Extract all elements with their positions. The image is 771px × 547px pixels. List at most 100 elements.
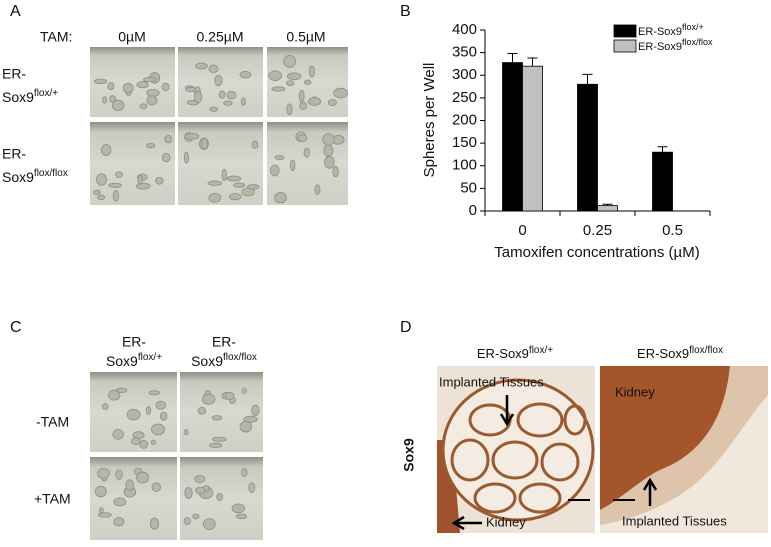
y-tick-label: 150 (452, 134, 477, 151)
cell-sphere (185, 86, 197, 93)
cell-sphere (146, 143, 156, 149)
column-label-base: ER-Sox9 (477, 346, 529, 361)
cell-sphere (101, 96, 108, 104)
cell-sphere (251, 404, 260, 416)
micrographs (90, 47, 348, 540)
row-label: Sox9flox/flox (2, 168, 68, 185)
y-tick-label: 300 (452, 66, 477, 83)
cell-sphere (136, 81, 149, 89)
cell-sphere (194, 475, 206, 483)
cell-sphere (286, 80, 295, 86)
cell-sphere (195, 486, 206, 495)
bar (522, 65, 543, 212)
panel-label: A (10, 3, 21, 20)
cell-sphere (145, 406, 152, 415)
error-bar (602, 203, 613, 206)
row-label: ER- (2, 146, 26, 162)
cell-sphere (333, 87, 348, 99)
x-tick-label: 0.25 (583, 222, 612, 239)
cell-sphere (224, 392, 235, 401)
panel-label: B (400, 3, 411, 20)
cell-sphere (209, 442, 223, 448)
legend-entry: ER-Sox9flox/flox (638, 37, 713, 53)
annotation: Implanted Tissues (439, 374, 544, 389)
bar (577, 83, 598, 212)
cell-sphere (94, 485, 107, 498)
cell-sphere (240, 97, 246, 106)
row-label-sup: flox/+ (34, 88, 58, 99)
cell-sphere (107, 82, 115, 90)
micrograph (90, 122, 175, 205)
column-label: Sox9flox/flox (191, 352, 257, 369)
column-label: ER- (212, 334, 236, 350)
cell-sphere (274, 154, 285, 161)
y-tick-label: 0 (469, 202, 477, 219)
legend-entry: ER-Sox9flox/+ (638, 22, 704, 38)
cell-sphere (327, 99, 337, 106)
arrow (642, 477, 658, 506)
cell-sphere (289, 159, 296, 172)
tissue (600, 366, 730, 510)
cell-sphere (239, 420, 253, 433)
column-label: 0µM (118, 29, 146, 45)
cell-sphere (150, 439, 156, 445)
cell-sphere (241, 468, 248, 477)
row-label: +TAM (34, 491, 71, 507)
cell-sphere (239, 71, 252, 79)
cell-sphere (201, 393, 216, 405)
y-tick-label: 350 (452, 44, 477, 61)
cell-sphere (223, 100, 233, 106)
cell-sphere (115, 469, 123, 480)
error-bar (657, 146, 668, 153)
row-label-sup: flox/flox (34, 168, 68, 179)
cell-sphere (108, 182, 123, 188)
arrow (451, 515, 482, 531)
cell-sphere (193, 91, 203, 104)
cell-sphere (286, 72, 302, 81)
x-axis-label: Tamoxifen concentrations (µM) (494, 244, 699, 261)
y-tick-label: 200 (452, 111, 477, 128)
tissue (441, 378, 595, 522)
cell-sphere (151, 482, 161, 492)
cell-sphere (226, 91, 237, 100)
bar-chart: 0 50 100 150 200 250 300 350 400 Spheres per Well… (421, 21, 713, 261)
row-label: Sox9 (401, 438, 417, 472)
cell-sphere (303, 79, 312, 85)
cell-sphere (111, 99, 125, 111)
cell-sphere (299, 101, 308, 111)
cell-sphere (97, 468, 110, 479)
legend-swatch (613, 24, 637, 38)
column-label-sup: flox/flox (689, 345, 723, 356)
tissue (600, 366, 768, 525)
cell-sphere (243, 415, 258, 423)
cell-sphere (159, 411, 168, 421)
cell-sphere (322, 133, 335, 146)
legend-name: ER-Sox9 (638, 26, 682, 38)
y-axis-label: Spheres per Well (421, 63, 438, 178)
cell-sphere (324, 155, 335, 169)
legend-name: ER-Sox9 (638, 41, 682, 53)
cell-sphere (184, 132, 200, 140)
column-label: ER-Sox9flox/flox (637, 345, 723, 362)
cell-sphere (113, 497, 127, 507)
cell-sphere (209, 106, 218, 112)
cell-sphere (137, 174, 143, 185)
cell-sphere (203, 518, 216, 531)
cell-sphere (125, 479, 134, 491)
cell-sphere (241, 387, 247, 394)
cell-sphere (200, 137, 208, 150)
cell-sphere (303, 147, 310, 158)
x-tick-label: 0.5 (662, 222, 683, 239)
tissue (450, 402, 587, 514)
y-tick-label: 50 (460, 179, 477, 196)
column-label-sup: flox/+ (529, 345, 553, 356)
cell-sphere (211, 415, 223, 421)
cell-sphere (192, 513, 200, 520)
cell-sphere (126, 408, 141, 421)
cell-sphere (231, 503, 245, 514)
column-label-base: ER-Sox9 (637, 346, 689, 361)
cell-sphere (195, 62, 208, 70)
cell-sphere (208, 192, 222, 203)
row-label: ER- (2, 66, 26, 82)
